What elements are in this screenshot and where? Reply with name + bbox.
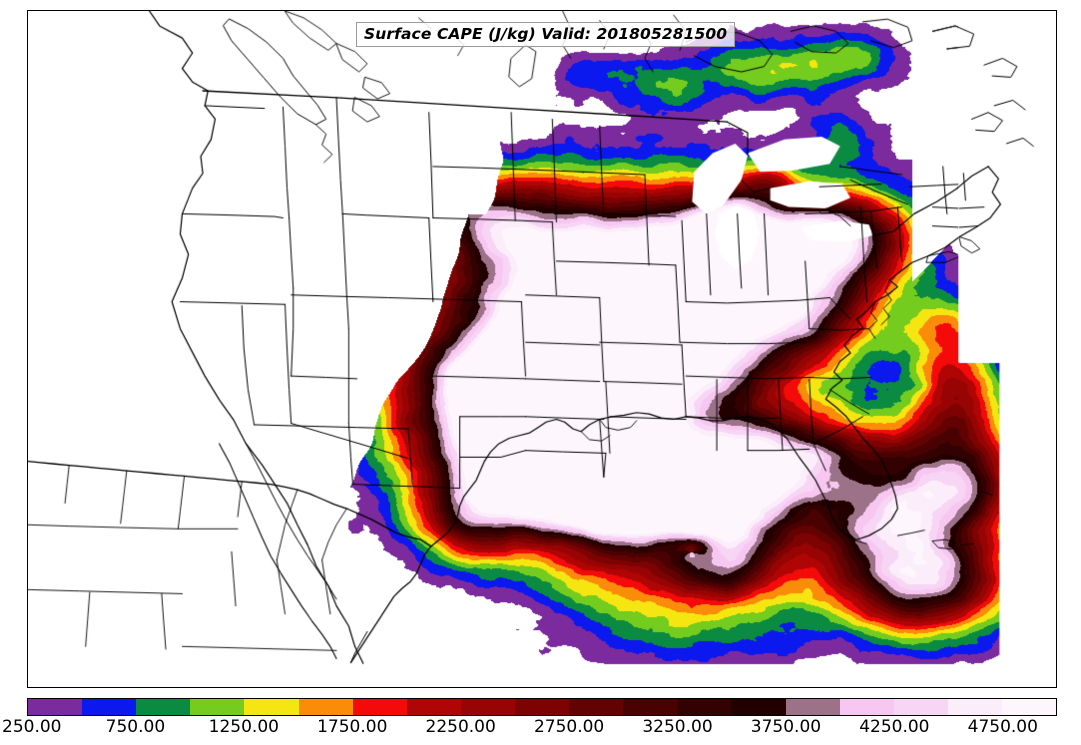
colorbar-tick-label: 3750.00 [750,717,822,737]
colorbar-band [623,699,678,715]
colorbar-band [514,699,570,715]
colorbar-band [352,699,407,715]
colorbar-band [569,699,624,715]
map-plot-area [27,10,1057,688]
cape-contour-canvas [28,11,1056,687]
colorbar-band [839,699,894,715]
plot-title: Surface CAPE (J/kg) Valid: 201805281500 [356,22,736,48]
colorbar-tick-labels: 250.00 750.00 1250.00 1750.00 2250.00 2750.00… [2,717,1057,743]
colorbar-tick-label: 2750.00 [533,717,605,737]
colorbar-tick-label: 4750.00 [967,717,1038,737]
colorbar-band [28,699,83,715]
colorbar-band [1001,699,1057,715]
colorbar-band [947,699,1002,715]
colorbar-tick-label: 2250.00 [425,717,496,737]
colorbar: 250.00 750.00 1250.00 1750.00 2250.00 2750.00… [2,698,1057,737]
colorbar-tick-label: 750.00 [105,717,166,737]
colorbar-bands [27,698,1057,716]
colorbar-band [406,699,461,715]
colorbar-band [460,699,515,715]
colorbar-tick-label: 1250.00 [208,717,279,737]
colorbar-band [136,699,191,715]
colorbar-band [190,699,245,715]
colorbar-tick-label: 3250.00 [642,717,713,737]
colorbar-band [677,699,732,715]
colorbar-band [298,699,353,715]
colorbar-band [893,699,948,715]
colorbar-band [244,699,299,715]
colorbar-tick-label: 250.00 [2,717,62,737]
colorbar-tick-label: 4250.00 [859,717,930,737]
colorbar-tick-label: 1750.00 [317,717,388,737]
colorbar-band [82,699,137,715]
colorbar-band [731,699,786,715]
colorbar-band [785,699,840,715]
